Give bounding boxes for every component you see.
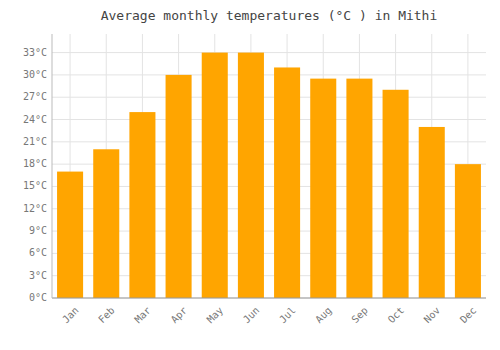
y-tick-label: 3°C <box>29 270 47 281</box>
grid-line-y <box>52 119 486 120</box>
bar <box>383 90 409 298</box>
y-tick-label: 18°C <box>23 158 47 169</box>
y-tick-label: 27°C <box>23 91 47 102</box>
axes: 0°C 3°C 6°C 9°C 12°C 15°C 18°C 21°C 24°C 27°C 30°C… <box>23 34 486 325</box>
bar <box>57 172 83 298</box>
y-tick-label: 15°C <box>23 180 47 191</box>
grid-line-y <box>52 52 486 53</box>
x-tick-label: Apr <box>169 305 190 326</box>
chart-svg: 0°C 3°C 6°C 9°C 12°C 15°C 18°C 21°C 24°C 27°C 30°C… <box>0 0 500 350</box>
bar <box>310 79 336 298</box>
x-axis-line <box>52 298 486 299</box>
bar <box>455 164 481 298</box>
bar <box>202 53 228 298</box>
title: Average monthly temperatures (°C ) in Mi… <box>101 8 438 23</box>
bar <box>238 53 264 298</box>
x-tick-label: Sep <box>349 305 370 326</box>
grid-line-y <box>52 74 486 75</box>
bars <box>57 53 481 298</box>
chart-container: 0°C 3°C 6°C 9°C 12°C 15°C 18°C 21°C 24°C 27°C 30°C… <box>0 0 500 350</box>
y-axis-line <box>52 34 53 298</box>
bar <box>93 149 119 298</box>
x-tick-label: May <box>205 305 226 326</box>
page: {"chart_data": {"type": "bar", "title": … <box>0 0 500 350</box>
x-tick-label: Jul <box>277 305 298 326</box>
x-tick-label: Oct <box>386 305 407 326</box>
bar <box>166 75 192 298</box>
x-tick-label: Aug <box>313 305 334 326</box>
y-tick-label: 6°C <box>29 247 47 258</box>
y-tick-label: 21°C <box>23 136 47 147</box>
y-tick-label: 30°C <box>23 69 47 80</box>
x-tick-label: Nov <box>422 305 443 326</box>
y-tick-label: 9°C <box>29 225 47 236</box>
x-tick-label: Jun <box>241 305 262 326</box>
grid <box>52 34 486 298</box>
grid-line-y <box>52 298 486 299</box>
x-tick-label: Jan <box>60 305 81 326</box>
bar <box>346 79 372 298</box>
y-tick-label: 33°C <box>23 47 47 58</box>
x-tick-label: Feb <box>96 305 117 326</box>
bar <box>129 112 155 298</box>
y-tick-label: 0°C <box>29 292 47 303</box>
y-tick-label: 24°C <box>23 114 47 125</box>
bar <box>274 67 300 298</box>
grid-line-y <box>52 97 486 98</box>
y-tick-label: 12°C <box>23 203 47 214</box>
x-tick-label: Dec <box>458 305 479 326</box>
bar <box>419 127 445 298</box>
x-tick-label: Mar <box>132 305 153 326</box>
